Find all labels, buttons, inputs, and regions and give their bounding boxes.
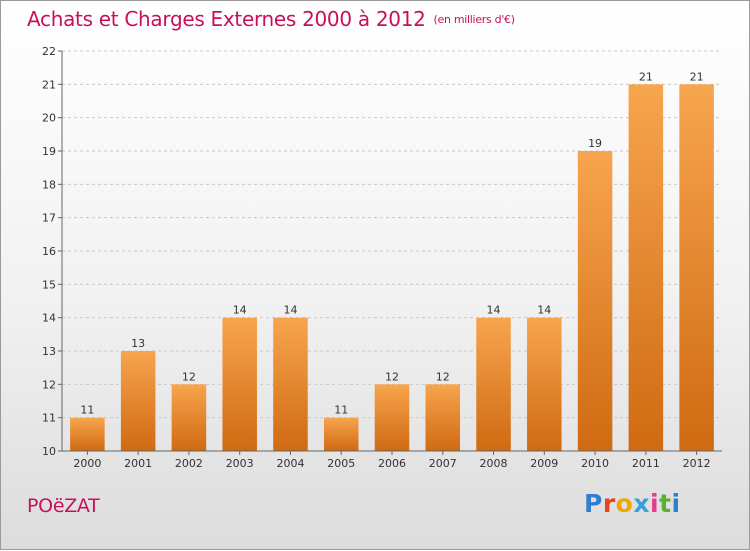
chart-unit: (en milliers d'€)	[433, 13, 515, 26]
chart-title: Achats et Charges Externes 2000 à 2012 (e…	[27, 7, 515, 31]
logo-letter: r	[602, 489, 616, 518]
bar-value-label: 21	[639, 70, 653, 83]
logo-letter: P	[584, 489, 603, 518]
y-tick-label: 12	[42, 378, 56, 391]
y-tick-label: 13	[42, 345, 56, 358]
x-tick-label: 2005	[327, 457, 355, 470]
y-tick-label: 15	[42, 278, 56, 291]
y-tick-label: 19	[42, 145, 56, 158]
bar	[374, 384, 410, 451]
bar	[628, 84, 664, 451]
bar	[222, 317, 257, 451]
bar-value-label: 13	[131, 337, 145, 350]
bar-value-label: 14	[283, 304, 297, 317]
x-tick-label: 2002	[175, 457, 203, 470]
x-tick-label: 2010	[581, 457, 609, 470]
place-name: POëZAT	[27, 495, 100, 517]
x-tick-label: 2009	[530, 457, 558, 470]
x-tick-label: 2004	[276, 457, 304, 470]
x-tick-label: 2008	[480, 457, 508, 470]
x-tick-label: 2012	[683, 457, 711, 470]
y-tick-label: 21	[42, 78, 56, 91]
x-tick-label: 2011	[632, 457, 660, 470]
proxiti-logo: Proxiti	[584, 489, 681, 518]
logo-letter: o	[615, 489, 634, 518]
bar-value-label: 12	[385, 370, 399, 383]
bar	[679, 84, 714, 451]
logo-letter: i	[671, 489, 681, 518]
y-tick-label: 18	[42, 178, 56, 191]
chart-title-text: Achats et Charges Externes 2000 à 2012	[27, 7, 426, 31]
bar-value-label: 14	[233, 304, 247, 317]
x-tick-label: 2003	[226, 457, 254, 470]
bar-value-label: 21	[690, 70, 704, 83]
bar	[171, 384, 207, 451]
bar-value-label: 14	[487, 304, 501, 317]
grid-lines	[62, 50, 722, 419]
x-tick-label: 2001	[124, 457, 152, 470]
x-tick-label: 2000	[73, 457, 101, 470]
bar	[476, 317, 511, 451]
logo-letter: i	[650, 489, 660, 518]
bar	[70, 417, 105, 451]
bar-value-label: 19	[588, 137, 602, 150]
bar	[323, 417, 359, 451]
y-tick-label: 10	[42, 445, 56, 458]
bar-value-label: 12	[436, 370, 450, 383]
y-tick-label: 16	[42, 245, 56, 258]
bar-value-label: 12	[182, 370, 196, 383]
logo-letter: x	[633, 489, 650, 518]
y-tick-label: 20	[42, 112, 56, 125]
bar-value-label: 14	[537, 304, 551, 317]
bar	[120, 351, 156, 451]
x-tick-label: 2006	[378, 457, 406, 470]
axes	[58, 50, 722, 455]
y-tick-label: 22	[42, 45, 56, 58]
bar	[273, 317, 308, 451]
bar-value-label: 11	[334, 404, 348, 417]
bar	[577, 151, 613, 451]
bar	[527, 317, 562, 451]
y-tick-label: 14	[42, 312, 56, 325]
bar	[425, 384, 461, 451]
labels: 10 11 12 13 14 15 16 17 18 19 20 21 22 11 2000 13 2001 12…	[42, 45, 711, 470]
x-tick-label: 2007	[429, 457, 457, 470]
bar-value-label: 11	[80, 404, 94, 417]
bars	[70, 84, 714, 451]
logo-letter: t	[659, 489, 672, 518]
y-tick-label: 17	[42, 212, 56, 225]
y-tick-label: 11	[42, 412, 56, 425]
